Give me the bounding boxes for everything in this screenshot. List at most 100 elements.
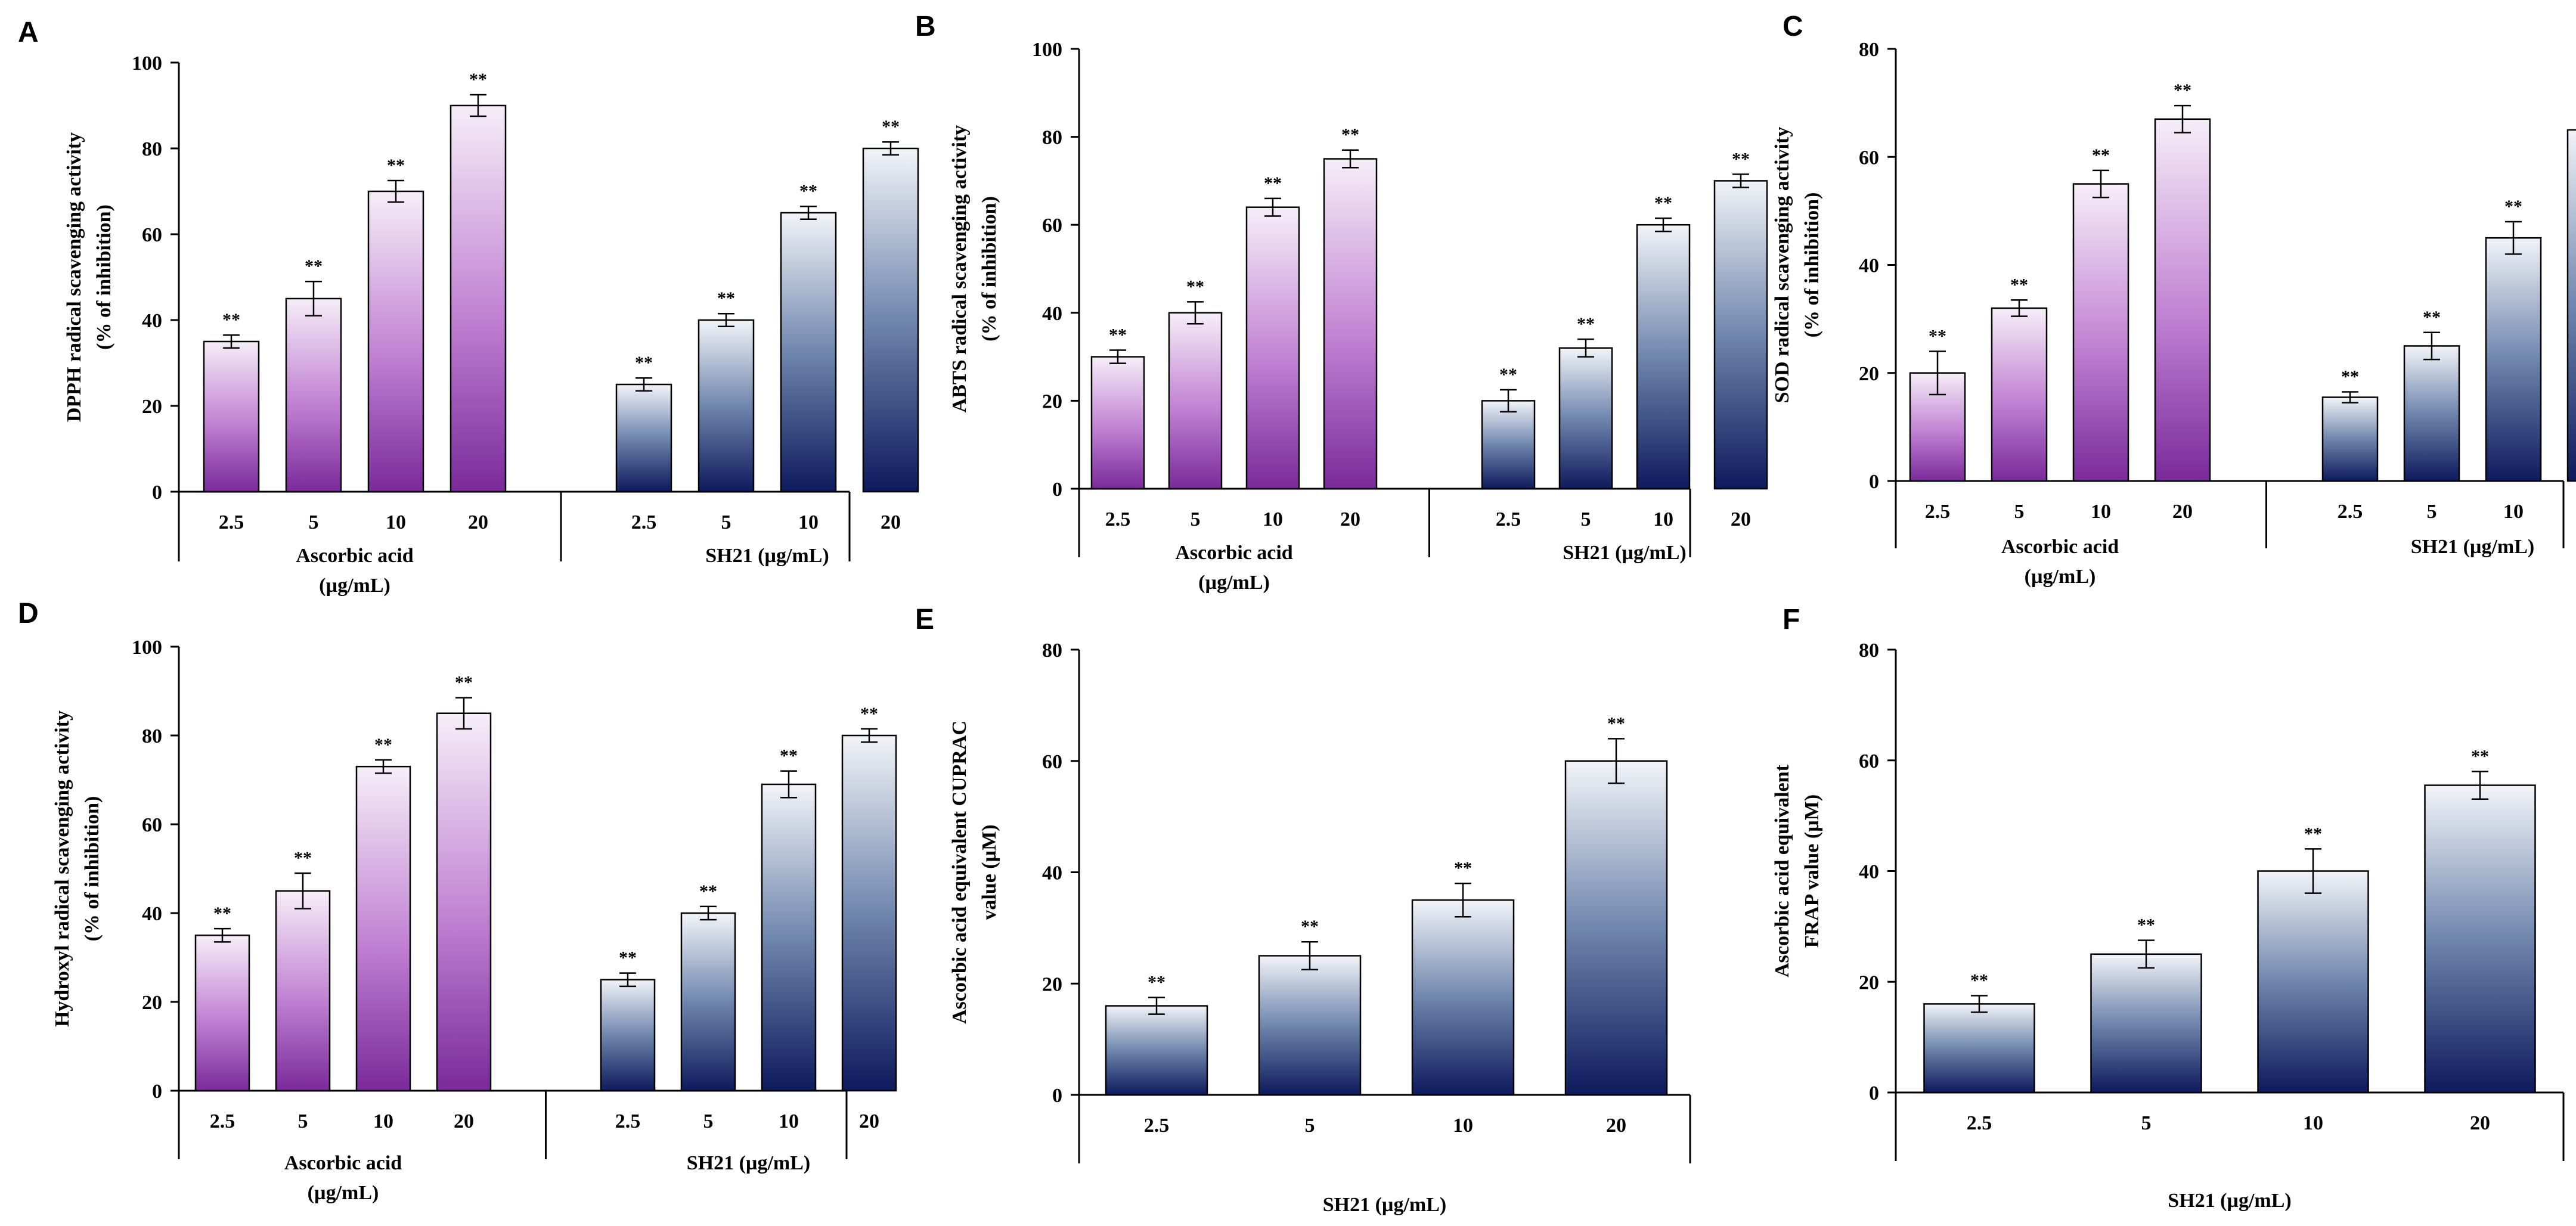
x-group-label: Ascorbic acid [2001, 536, 2119, 558]
x-category-label: 20 [881, 511, 901, 533]
bar-d-sh21-5 [680, 912, 736, 1092]
y-axis-title: ABTS radical scavenging activity [948, 125, 971, 413]
significance-marker: ** [222, 310, 240, 330]
y-tick-label: 80 [1859, 640, 1879, 662]
significance-marker: ** [1109, 325, 1127, 345]
y-tick-label: 40 [142, 310, 162, 332]
significance-marker: ** [2471, 746, 2489, 766]
bar-e-sh21-10 [1411, 899, 1515, 1096]
bar-e-sh21-20 [1564, 760, 1668, 1096]
x-category-label: 5 [1305, 1115, 1315, 1137]
significance-marker: ** [294, 848, 312, 868]
y-tick-label: 20 [142, 396, 162, 418]
y-axis-title: (% of inhibition) [93, 204, 115, 350]
x-category-label: 5 [703, 1110, 714, 1132]
x-category-label: 10 [1453, 1115, 1473, 1137]
x-category-label: 10 [779, 1110, 799, 1132]
x-category-label: 2.5 [631, 511, 657, 533]
significance-marker: ** [305, 256, 323, 276]
x-category-label: 20 [468, 511, 488, 533]
x-category-label: 20 [1606, 1115, 1626, 1137]
y-tick-label: 100 [132, 637, 162, 659]
significance-marker: ** [1301, 917, 1319, 936]
bar-a-ascorbic-10 [367, 190, 424, 493]
x-group-label: (µg/mL) [308, 1182, 379, 1204]
panel-letter-a: A [18, 17, 39, 48]
bar-b-sh21-20 [1713, 180, 1768, 490]
bar-c-ascorbic-10 [2072, 183, 2129, 482]
bar-b-ascorbic-2.5 [1090, 356, 1145, 490]
x-category-label: 10 [373, 1110, 393, 1132]
x-category-label: 5 [298, 1110, 308, 1132]
panel-letter-b: B [915, 11, 936, 42]
y-tick-label: 80 [1042, 127, 1062, 149]
significance-marker: ** [2174, 80, 2191, 100]
bar-a-sh21-5 [698, 319, 755, 493]
bar-b-sh21-2.5 [1481, 400, 1536, 490]
significance-marker: ** [455, 673, 473, 693]
y-axis-title: value (µM) [978, 824, 1000, 920]
bar-f-sh21-2.5 [1923, 1003, 2035, 1094]
y-tick-label: 80 [1042, 640, 1062, 662]
panel-letter-c: C [1783, 11, 1803, 42]
x-category-label: 2.5 [2338, 501, 2363, 523]
bar-d-ascorbic-20 [436, 712, 492, 1092]
significance-marker: ** [2092, 145, 2110, 165]
x-category-label: 10 [2091, 501, 2111, 523]
bar-b-sh21-5 [1558, 347, 1613, 490]
x-category-label: 5 [2014, 501, 2025, 523]
significance-marker: ** [2137, 915, 2155, 935]
x-category-label: 2.5 [615, 1110, 641, 1132]
y-tick-label: 20 [1859, 972, 1879, 994]
significance-marker: ** [469, 70, 487, 89]
y-tick-label: 60 [1859, 147, 1879, 169]
x-category-label: 10 [2303, 1112, 2323, 1134]
y-tick-label: 0 [1052, 1085, 1062, 1107]
y-tick-label: 80 [1859, 39, 1879, 61]
y-axis-title: Ascorbic acid equivalent [1771, 764, 1793, 977]
y-tick-label: 0 [1869, 1082, 1879, 1104]
x-category-label: 5 [721, 511, 731, 533]
y-tick-label: 0 [152, 482, 162, 504]
significance-marker: ** [387, 156, 405, 175]
y-tick-label: 40 [1859, 255, 1879, 277]
y-tick-label: 60 [1042, 751, 1062, 773]
significance-marker: ** [2010, 275, 2028, 294]
significance-marker: ** [1264, 173, 1282, 193]
y-axis-title: (% of inhibition) [81, 796, 103, 942]
x-category-label: 10 [386, 511, 406, 533]
x-category-label: 5 [2427, 501, 2437, 523]
significance-marker: ** [2504, 197, 2522, 216]
bar-f-sh21-20 [2424, 784, 2536, 1094]
y-tick-label: 0 [152, 1081, 162, 1103]
bar-b-sh21-10 [1636, 224, 1691, 490]
bar-f-sh21-5 [2090, 953, 2202, 1094]
x-group-label: SH21 (µg/mL) [1563, 542, 1687, 564]
panel-letter-f: F [1783, 604, 1800, 635]
significance-marker: ** [860, 704, 878, 724]
bar-d-sh21-10 [761, 783, 817, 1092]
x-category-label: 20 [2470, 1112, 2490, 1134]
x-category-label: 20 [454, 1110, 474, 1132]
y-axis-title: (% of inhibition) [978, 196, 1000, 342]
significance-marker: ** [1970, 970, 1988, 990]
significance-marker: ** [780, 746, 798, 766]
significance-marker: ** [799, 181, 817, 201]
x-category-label: 10 [2503, 501, 2524, 523]
significance-marker: ** [1341, 125, 1359, 145]
significance-marker: ** [699, 882, 717, 901]
significance-marker: ** [1186, 277, 1204, 296]
bar-c-sh21-5 [2403, 345, 2460, 482]
x-category-label: 2.5 [1925, 501, 1951, 523]
bar-e-sh21-2.5 [1105, 1005, 1208, 1096]
x-category-label: 2.5 [1144, 1115, 1170, 1137]
y-tick-label: 60 [142, 224, 162, 246]
x-group-label: (µg/mL) [2025, 566, 2096, 588]
bar-f-sh21-10 [2257, 870, 2369, 1094]
significance-marker: ** [213, 904, 231, 923]
y-axis-title: (% of inhibition) [1801, 193, 1823, 338]
x-category-label: 2.5 [1496, 508, 1521, 530]
y-tick-label: 60 [1042, 215, 1062, 237]
